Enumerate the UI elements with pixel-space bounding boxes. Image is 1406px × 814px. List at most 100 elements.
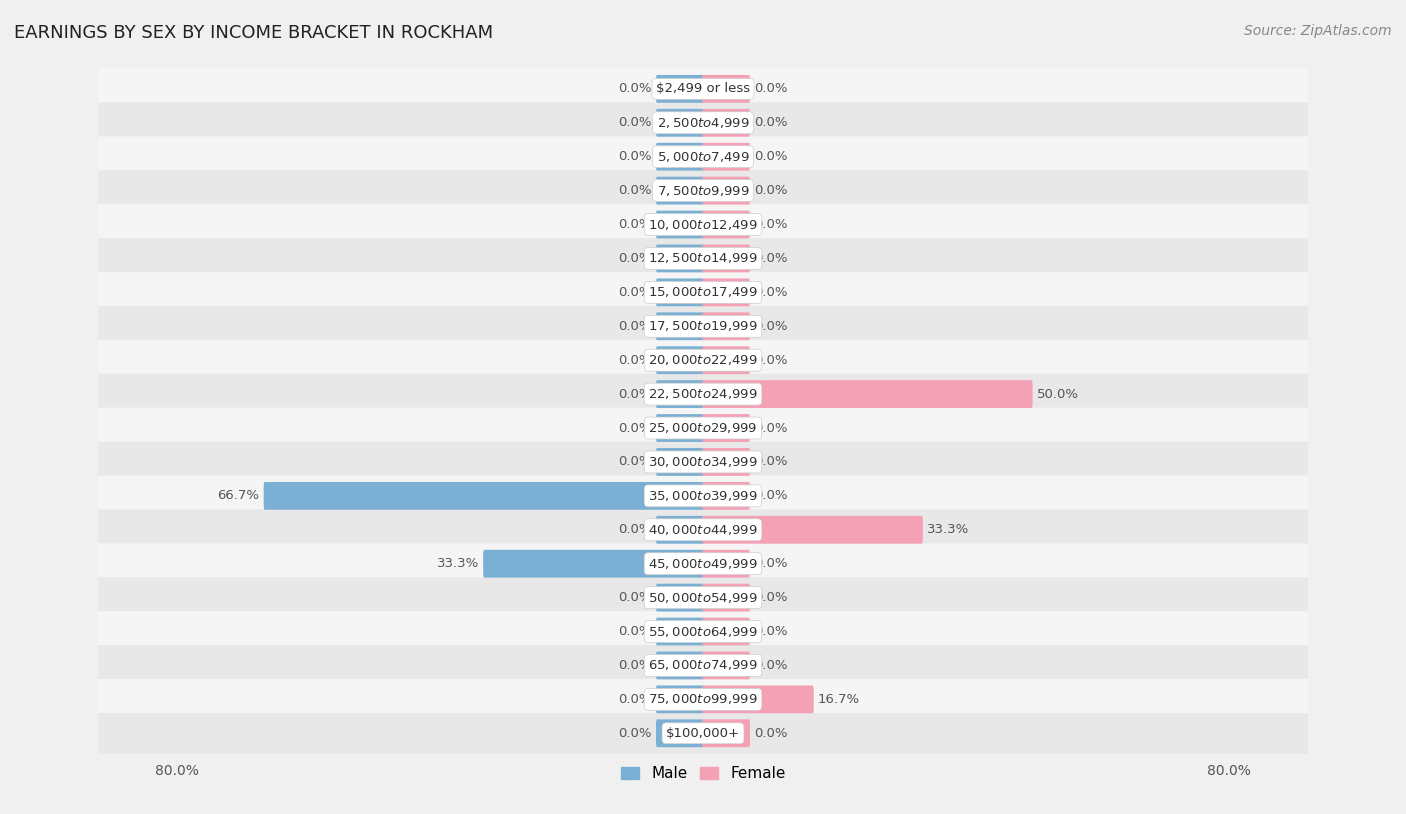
- FancyBboxPatch shape: [657, 380, 704, 408]
- Text: EARNINGS BY SEX BY INCOME BRACKET IN ROCKHAM: EARNINGS BY SEX BY INCOME BRACKET IN ROC…: [14, 24, 494, 42]
- FancyBboxPatch shape: [702, 549, 749, 578]
- FancyBboxPatch shape: [98, 170, 1308, 211]
- FancyBboxPatch shape: [702, 244, 749, 273]
- FancyBboxPatch shape: [657, 109, 704, 137]
- Text: $2,499 or less: $2,499 or less: [657, 82, 749, 95]
- FancyBboxPatch shape: [98, 611, 1308, 652]
- FancyBboxPatch shape: [702, 211, 749, 239]
- FancyBboxPatch shape: [702, 278, 749, 306]
- Text: $5,000 to $7,499: $5,000 to $7,499: [657, 150, 749, 164]
- FancyBboxPatch shape: [98, 679, 1308, 720]
- FancyBboxPatch shape: [657, 278, 704, 306]
- Text: 0.0%: 0.0%: [619, 218, 652, 231]
- FancyBboxPatch shape: [702, 142, 749, 171]
- FancyBboxPatch shape: [657, 584, 704, 611]
- Text: 33.3%: 33.3%: [927, 523, 969, 536]
- FancyBboxPatch shape: [657, 346, 704, 374]
- FancyBboxPatch shape: [657, 142, 704, 171]
- FancyBboxPatch shape: [98, 577, 1308, 618]
- FancyBboxPatch shape: [702, 685, 814, 713]
- Text: 0.0%: 0.0%: [754, 184, 787, 197]
- FancyBboxPatch shape: [657, 448, 704, 476]
- Text: 0.0%: 0.0%: [619, 659, 652, 672]
- FancyBboxPatch shape: [657, 414, 704, 442]
- Text: 0.0%: 0.0%: [754, 422, 787, 435]
- Text: 0.0%: 0.0%: [754, 558, 787, 570]
- Text: $15,000 to $17,499: $15,000 to $17,499: [648, 286, 758, 300]
- Text: 0.0%: 0.0%: [619, 116, 652, 129]
- Text: $12,500 to $14,999: $12,500 to $14,999: [648, 252, 758, 265]
- Text: $65,000 to $74,999: $65,000 to $74,999: [648, 659, 758, 672]
- Text: 16.7%: 16.7%: [818, 693, 860, 706]
- FancyBboxPatch shape: [484, 549, 704, 578]
- Text: 0.0%: 0.0%: [619, 625, 652, 638]
- Text: 0.0%: 0.0%: [754, 625, 787, 638]
- Text: $35,000 to $39,999: $35,000 to $39,999: [648, 489, 758, 503]
- Text: 0.0%: 0.0%: [619, 252, 652, 265]
- Text: Source: ZipAtlas.com: Source: ZipAtlas.com: [1244, 24, 1392, 38]
- FancyBboxPatch shape: [702, 414, 749, 442]
- FancyBboxPatch shape: [98, 272, 1308, 313]
- Text: $10,000 to $12,499: $10,000 to $12,499: [648, 217, 758, 231]
- Text: $22,500 to $24,999: $22,500 to $24,999: [648, 387, 758, 401]
- Text: 0.0%: 0.0%: [619, 422, 652, 435]
- Text: 0.0%: 0.0%: [754, 320, 787, 333]
- Text: $20,000 to $22,499: $20,000 to $22,499: [648, 353, 758, 367]
- Text: $100,000+: $100,000+: [666, 727, 740, 740]
- FancyBboxPatch shape: [657, 75, 704, 103]
- Text: $45,000 to $49,999: $45,000 to $49,999: [648, 557, 758, 571]
- Text: 0.0%: 0.0%: [754, 252, 787, 265]
- FancyBboxPatch shape: [702, 651, 749, 680]
- FancyBboxPatch shape: [98, 103, 1308, 143]
- Text: 0.0%: 0.0%: [754, 727, 787, 740]
- FancyBboxPatch shape: [98, 306, 1308, 347]
- Text: 0.0%: 0.0%: [619, 456, 652, 468]
- Text: $17,500 to $19,999: $17,500 to $19,999: [648, 319, 758, 333]
- FancyBboxPatch shape: [702, 448, 749, 476]
- Text: 0.0%: 0.0%: [754, 659, 787, 672]
- FancyBboxPatch shape: [98, 645, 1308, 685]
- Text: 0.0%: 0.0%: [619, 523, 652, 536]
- Text: 0.0%: 0.0%: [619, 286, 652, 299]
- FancyBboxPatch shape: [264, 482, 704, 510]
- FancyBboxPatch shape: [702, 109, 749, 137]
- FancyBboxPatch shape: [657, 720, 704, 747]
- Text: 0.0%: 0.0%: [619, 693, 652, 706]
- Text: 66.7%: 66.7%: [218, 489, 260, 502]
- Text: $2,500 to $4,999: $2,500 to $4,999: [657, 116, 749, 129]
- FancyBboxPatch shape: [657, 516, 704, 544]
- Text: 50.0%: 50.0%: [1036, 387, 1078, 400]
- FancyBboxPatch shape: [702, 75, 749, 103]
- FancyBboxPatch shape: [98, 544, 1308, 584]
- FancyBboxPatch shape: [657, 618, 704, 646]
- FancyBboxPatch shape: [657, 244, 704, 273]
- FancyBboxPatch shape: [98, 713, 1308, 754]
- Text: 0.0%: 0.0%: [754, 218, 787, 231]
- Text: 0.0%: 0.0%: [754, 354, 787, 366]
- FancyBboxPatch shape: [702, 516, 922, 544]
- Text: 0.0%: 0.0%: [619, 354, 652, 366]
- Text: $7,500 to $9,999: $7,500 to $9,999: [657, 184, 749, 198]
- FancyBboxPatch shape: [98, 238, 1308, 278]
- FancyBboxPatch shape: [702, 380, 1032, 408]
- Legend: Male, Female: Male, Female: [614, 760, 792, 787]
- FancyBboxPatch shape: [702, 618, 749, 646]
- Text: $55,000 to $64,999: $55,000 to $64,999: [648, 624, 758, 638]
- FancyBboxPatch shape: [657, 313, 704, 340]
- FancyBboxPatch shape: [657, 211, 704, 239]
- FancyBboxPatch shape: [702, 482, 749, 510]
- FancyBboxPatch shape: [98, 510, 1308, 550]
- Text: 0.0%: 0.0%: [754, 151, 787, 163]
- Text: $40,000 to $44,999: $40,000 to $44,999: [648, 523, 758, 536]
- FancyBboxPatch shape: [702, 313, 749, 340]
- Text: 0.0%: 0.0%: [754, 116, 787, 129]
- FancyBboxPatch shape: [657, 685, 704, 713]
- Text: 0.0%: 0.0%: [754, 82, 787, 95]
- Text: 0.0%: 0.0%: [619, 320, 652, 333]
- Text: 0.0%: 0.0%: [619, 151, 652, 163]
- Text: 0.0%: 0.0%: [754, 456, 787, 468]
- FancyBboxPatch shape: [98, 204, 1308, 245]
- Text: 0.0%: 0.0%: [754, 286, 787, 299]
- FancyBboxPatch shape: [98, 339, 1308, 380]
- FancyBboxPatch shape: [98, 374, 1308, 414]
